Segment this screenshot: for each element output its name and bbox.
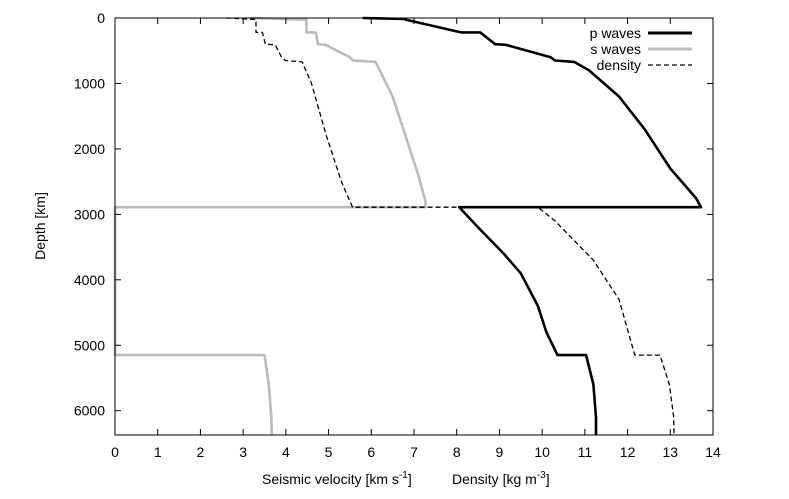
x-tick-label: 3 [239,444,247,460]
y-tick-label: 2000 [74,141,105,157]
x-tick-label: 10 [534,444,550,460]
legend-label-p-waves: p waves [590,25,641,41]
x-tick-label: 13 [662,444,678,460]
y-tick-label: 0 [97,10,105,26]
legend: p waves s waves density [590,25,692,73]
legend-label-s-waves: s waves [590,41,641,57]
y-tick-label: 4000 [74,272,105,288]
y-tick-label: 1000 [74,75,105,91]
x-tick-label: 8 [453,444,461,460]
x-tick-label: 2 [197,444,205,460]
y-tick-label: 5000 [74,337,105,353]
y-tick-label: 6000 [74,403,105,419]
x-tick-label: 14 [705,444,721,460]
x-axis-title-density-main: Density [kg m [452,471,537,487]
y-axis-title: Depth [km] [32,192,48,260]
x-tick-label: 0 [111,444,119,460]
series-line-s-waves [113,16,427,436]
x-axis-title-density: Density [kg m-3] [452,470,550,487]
x-tick-label: 4 [282,444,290,460]
x-tick-label: 6 [367,444,375,460]
legend-entry-density: density [597,57,692,73]
x-tick-label: 5 [325,444,333,460]
y-tick-label: 3000 [74,206,105,222]
x-tick-label: 11 [578,444,593,460]
x-axis-ticks: 0 1 2 3 4 5 6 7 8 9 10 11 12 13 14 [111,18,721,460]
x-axis-title-density-sup: -3 [537,470,546,481]
x-axis-title-velocity-end: ] [408,471,412,487]
x-axis-title-velocity-main: Seismic velocity [km s [262,471,399,487]
x-axis-title-velocity-sup: -1 [399,470,408,481]
x-tick-label: 9 [496,444,504,460]
x-tick-label: 7 [410,444,418,460]
series-line-density [226,17,675,436]
plot-lines [113,16,703,436]
series-line-p-waves [362,16,703,435]
y-axis-ticks: 0 1000 2000 3000 4000 5000 6000 [74,10,713,419]
legend-entry-s-waves: s waves [590,41,692,57]
legend-label-density: density [597,57,641,73]
x-tick-label: 1 [154,444,162,460]
x-axis-title-velocity: Seismic velocity [km s-1] [262,470,412,487]
x-axis-title-density-end: ] [546,471,550,487]
plot-frame [114,17,714,436]
legend-entry-p-waves: p waves [590,25,692,41]
x-tick-label: 12 [620,444,636,460]
